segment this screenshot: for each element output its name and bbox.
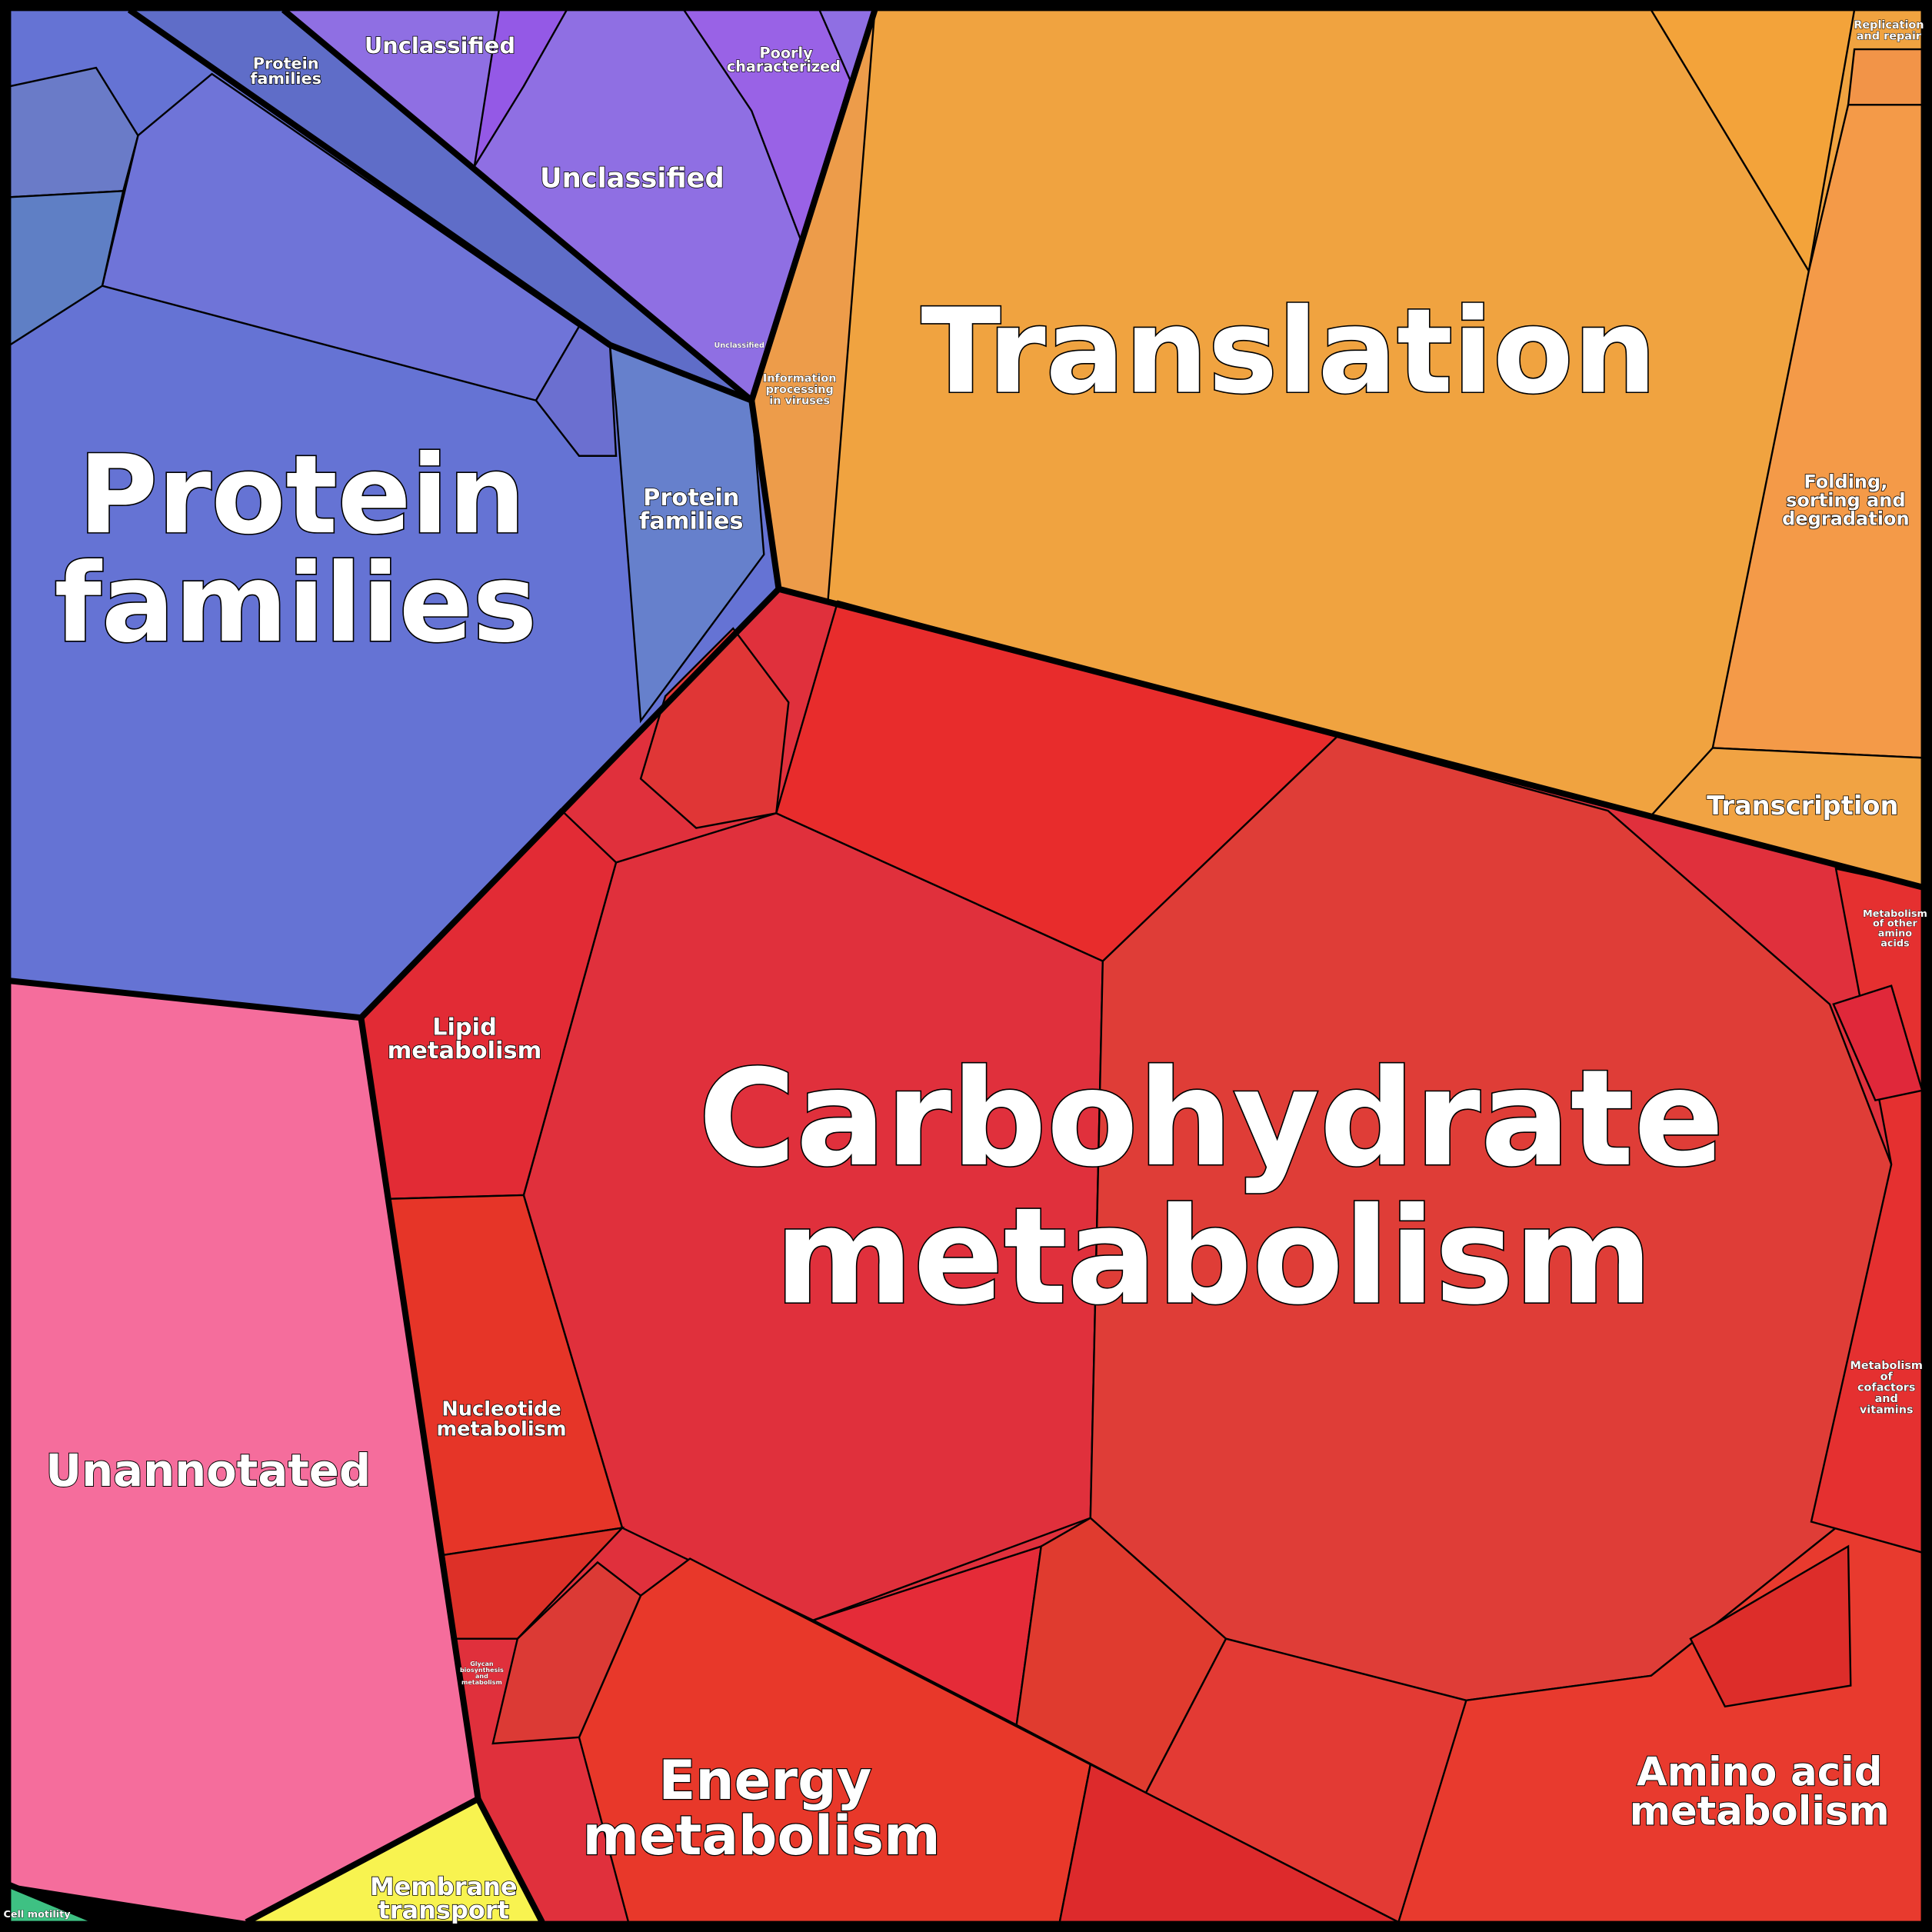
label-line: metabolism xyxy=(388,1038,542,1064)
label: Replication and repair xyxy=(1854,19,1924,42)
label-line: metabolism xyxy=(461,1679,502,1686)
label-line: Unclassified xyxy=(540,163,724,195)
label-line: Protein xyxy=(253,55,319,73)
border xyxy=(127,7,753,404)
label-line: metabolism xyxy=(583,1804,941,1867)
label: Poorly characterized xyxy=(727,44,841,75)
border xyxy=(245,1017,481,1925)
label: Translation xyxy=(921,283,1657,419)
label: Unclassified xyxy=(715,341,764,350)
label: Cell motility xyxy=(3,1909,71,1920)
label-line: in viruses xyxy=(769,395,830,407)
label: Unclassified xyxy=(540,163,724,195)
label-line: transport xyxy=(378,1895,509,1924)
label: Protein families xyxy=(639,485,743,535)
label-line: of other xyxy=(1873,918,1918,930)
label-line: characterized xyxy=(727,58,841,75)
label-line: and xyxy=(475,1673,488,1680)
label: Unclassified xyxy=(365,32,515,58)
cells xyxy=(8,8,1924,1924)
label: Lipid metabolism xyxy=(388,1014,542,1064)
label-line: sorting and xyxy=(1786,489,1906,511)
label-line: Transcription xyxy=(1707,791,1898,821)
label-line: Nucleotide xyxy=(441,1398,561,1421)
label-line: Carbohydrate xyxy=(698,1041,1724,1196)
label-line: metabolism xyxy=(1630,1789,1890,1835)
label: Protein families xyxy=(250,55,321,88)
label-line: Replication xyxy=(1854,19,1924,32)
label-line: metabolism xyxy=(774,1178,1653,1334)
label-line: and repair xyxy=(1857,30,1922,42)
label-line: Energy xyxy=(658,1749,871,1812)
label: Metabolism of cofactors and vitamins xyxy=(1850,1360,1923,1417)
label-line: families xyxy=(55,541,538,667)
label-line: Amino acid xyxy=(1637,1749,1882,1795)
label-line: Unclassified xyxy=(365,32,515,58)
label-line: Metabolism xyxy=(1863,908,1927,920)
label: Protein families xyxy=(55,432,538,667)
label-line: Translation xyxy=(921,283,1657,419)
label-line: Unclassified xyxy=(715,341,764,350)
label-line: biosynthesis xyxy=(460,1667,504,1674)
label-line: cofactors xyxy=(1857,1382,1915,1394)
label-line: Protein xyxy=(78,432,525,558)
label-line: vitamins xyxy=(1860,1404,1914,1417)
label-line: Poorly xyxy=(760,44,814,62)
labels: Protein families Protein families Protein f… xyxy=(3,18,1927,1925)
label: Amino acid metabolism xyxy=(1630,1749,1890,1834)
label-line: Glycan xyxy=(470,1661,494,1667)
label-line: of xyxy=(1880,1371,1894,1383)
label-line: Unannotated xyxy=(45,1444,371,1497)
label-line: Protein xyxy=(643,485,739,511)
label-line: Membrane xyxy=(370,1872,518,1901)
label-line: amino xyxy=(1878,928,1912,940)
cell xyxy=(1847,48,1924,106)
label-line: Lipid xyxy=(432,1014,497,1041)
label-line: Cell motility xyxy=(3,1909,71,1920)
label: Carbohydrate metabolism xyxy=(698,1041,1724,1334)
label-line: acids xyxy=(1880,938,1910,949)
label-line: families xyxy=(639,508,743,535)
label-line: processing xyxy=(766,384,834,396)
label: Energy metabolism xyxy=(583,1749,941,1867)
label-line: families xyxy=(250,69,321,88)
label: Glycan biosynthesis and metabolism xyxy=(460,1661,504,1686)
label-line: Folding, xyxy=(1804,471,1887,492)
label-line: Metabolism xyxy=(1850,1360,1923,1372)
cell xyxy=(639,627,790,829)
label: Membrane transport xyxy=(370,1872,518,1924)
label: Unannotated xyxy=(45,1444,371,1497)
cell xyxy=(1689,1544,1852,1708)
label: Nucleotide metabolism xyxy=(436,1398,566,1441)
label: Folding, sorting and degradation xyxy=(1782,471,1909,529)
label: Metabolism of other amino acids xyxy=(1863,908,1927,949)
label-line: Information xyxy=(763,373,837,385)
label: Information processing in viruses xyxy=(763,373,837,408)
label-line: metabolism xyxy=(436,1417,566,1441)
label: Transcription xyxy=(1707,791,1898,821)
cell xyxy=(491,1561,642,1745)
border xyxy=(8,1882,100,1925)
label-line: and xyxy=(1875,1393,1898,1405)
label-line: degradation xyxy=(1782,508,1909,529)
border xyxy=(475,1797,545,1924)
